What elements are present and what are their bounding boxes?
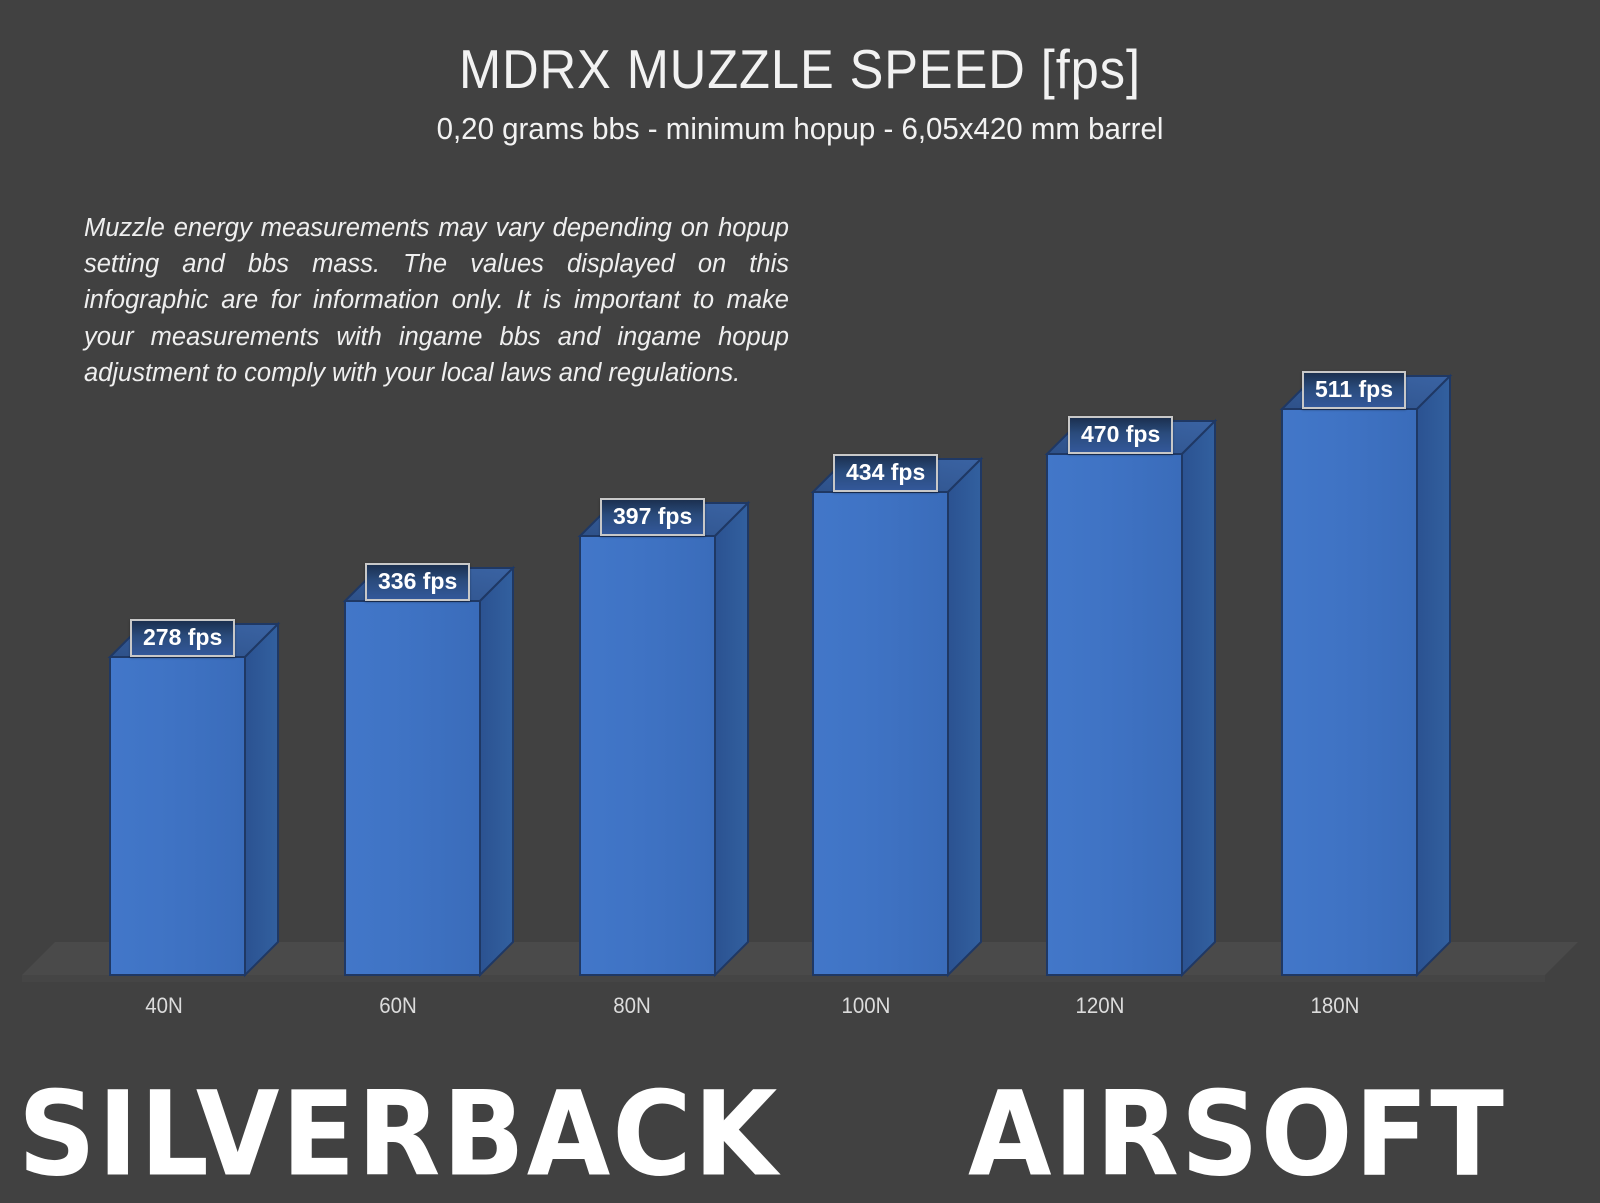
category-label-40n: 40N xyxy=(145,993,183,1018)
data-label-180n: 511 fps xyxy=(1302,371,1406,409)
bar-120n[interactable] xyxy=(1044,418,1218,978)
bar-180n[interactable] xyxy=(1279,373,1453,978)
data-label-120n: 470 fps xyxy=(1068,416,1174,454)
data-label-40n: 278 fps xyxy=(130,619,236,657)
category-label-180n: 180N xyxy=(1310,993,1360,1018)
bar-group xyxy=(107,373,1453,978)
brand-footer: SILVERBACK AIRSOFT xyxy=(0,1067,1600,1203)
disclaimer-text: Muzzle energy measurements may vary depe… xyxy=(84,214,789,387)
category-label-120n: 120N xyxy=(1075,993,1125,1018)
data-label-80n: 397 fps xyxy=(600,498,706,536)
category-label-60n: 60N xyxy=(379,993,417,1018)
chart-header: MDRX MUZZLE SPEED [fps] 0,20 grams bbs -… xyxy=(0,0,1600,146)
bar-80n[interactable] xyxy=(577,500,751,978)
bar-60n[interactable] xyxy=(342,565,516,978)
chart-title: MDRX MUZZLE SPEED [fps] xyxy=(459,38,1141,100)
brand-silverback-wordmark: SILVERBACK xyxy=(18,1067,780,1203)
bar-100n[interactable] xyxy=(810,456,984,978)
brand-airsoft-wordmark: AIRSOFT xyxy=(968,1067,1506,1203)
category-label-100n: 100N xyxy=(841,993,891,1018)
chart-subtitle: 0,20 grams bbs - minimum hopup - 6,05x42… xyxy=(436,111,1164,146)
category-label-80n: 80N xyxy=(613,993,651,1018)
data-label-100n: 434 fps xyxy=(833,454,939,492)
bar-40n[interactable] xyxy=(107,621,281,978)
data-label-60n: 336 fps xyxy=(365,563,471,601)
chart-floor xyxy=(22,942,1578,982)
